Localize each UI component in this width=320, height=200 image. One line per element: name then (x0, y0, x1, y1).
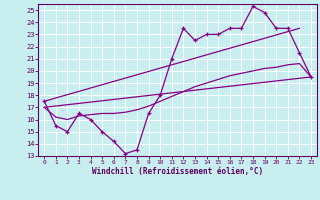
X-axis label: Windchill (Refroidissement éolien,°C): Windchill (Refroidissement éolien,°C) (92, 167, 263, 176)
